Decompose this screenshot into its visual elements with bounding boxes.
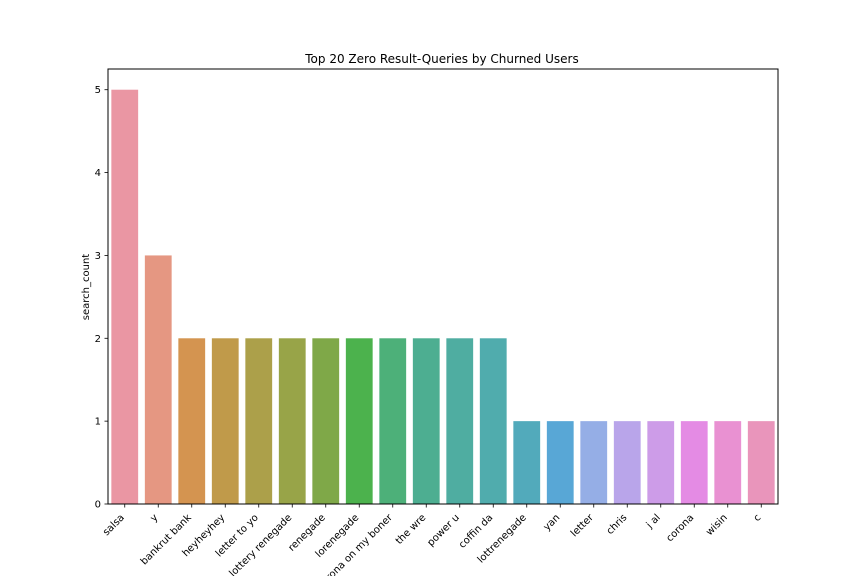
y-tick-label: 3 (95, 251, 101, 262)
bar-11 (479, 338, 507, 504)
x-tick-label: c (752, 512, 764, 524)
bar-0 (111, 89, 139, 505)
y-tick-label: 2 (95, 334, 101, 345)
bar-7 (345, 338, 373, 504)
bar-1 (144, 255, 172, 504)
y-tick-label: 5 (95, 85, 101, 96)
bar-4 (245, 338, 273, 504)
bars-group (111, 89, 775, 505)
bar-2 (178, 338, 206, 504)
y-tick-label: 4 (95, 168, 101, 179)
bar-19 (747, 421, 775, 504)
plot-frame (107, 68, 779, 505)
y-axis: 0 1 2 3 4 5 (95, 85, 108, 511)
bar-8 (379, 338, 407, 504)
bar-10 (446, 338, 474, 504)
bar-6 (312, 338, 340, 504)
y-tick-label: 0 (95, 500, 101, 511)
y-tick-label: 1 (95, 417, 101, 428)
bar-15 (613, 421, 641, 504)
bar-17 (680, 421, 708, 504)
bar-3 (211, 338, 239, 504)
bar-9 (412, 338, 440, 504)
bar-12 (513, 421, 541, 504)
chart-title: Top 20 Zero Result-Queries by Churned Us… (304, 52, 578, 66)
bar-5 (278, 338, 306, 504)
bar-14 (580, 421, 608, 504)
bar-16 (647, 421, 675, 504)
bar-13 (546, 421, 574, 504)
bar-18 (714, 421, 742, 504)
y-axis-label: search_count (81, 254, 92, 321)
